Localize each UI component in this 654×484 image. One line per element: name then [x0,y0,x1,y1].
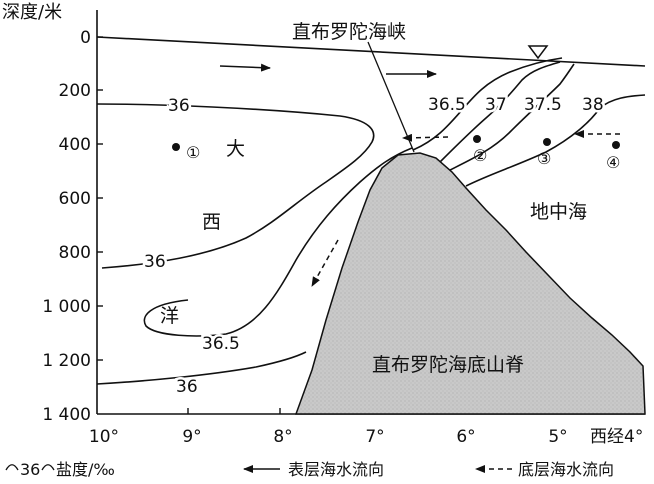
y-tick-600: 600 [59,189,91,209]
isohaline-label-37-5: 37.5 [524,95,562,115]
point-2-dot [473,135,481,143]
isohaline-38 [465,94,646,187]
isohaline-36-upper [96,103,375,269]
label-atlantic-2: 西 [202,211,221,233]
label-mediterranean: 地中海 [530,201,587,223]
x-tick-8: 8° [273,427,292,447]
legend-surface-text: 表层海水流向 [288,460,384,479]
bottom-flow-arrow-3 [311,239,339,287]
isohaline-36-5-right [412,57,563,151]
legend-isohaline-text: 盐度/‰ [56,460,115,479]
x-tick-6: 6° [456,427,475,447]
y-tick-1000: 1 000 [42,297,91,317]
point-1-dot [172,143,180,151]
water-level-marker-icon [527,45,549,60]
point-4-label: ④ [606,153,620,172]
strait-leader-line [367,41,415,153]
isohaline-37-5 [449,63,575,171]
isohaline-36-5-left [143,147,413,337]
isohaline-label-36-5-left: 36.5 [202,334,240,354]
submarine-ridge [294,152,646,415]
isohaline-36-lower [96,351,307,385]
y-tick-800: 800 [59,243,91,263]
label-atlantic-3: 洋 [160,305,179,327]
bottom-flow-arrow-1 [402,133,449,142]
legend: 36 盐度/‰ 表层海水流向 底层海水流向 [5,460,614,479]
point-1-label: ① [186,143,200,162]
isohaline-label-36-bottom: 36 [176,377,198,397]
point-4-dot [612,141,620,149]
sea-surface-line [96,36,646,67]
point-3-dot [543,138,551,146]
x-tick-7: 7° [365,427,384,447]
label-ridge: 直布罗陀海底山脊 [372,354,524,376]
y-tick-1400: 1 400 [42,405,91,425]
y-tick-400: 400 [59,135,91,155]
isohaline-37 [439,61,561,163]
x-tick-west-4: 西经4° [590,427,643,447]
legend-isohaline-swatch [5,464,19,471]
isohaline-label-36-mid: 36 [144,252,166,272]
isohaline-label-37: 37 [485,95,507,115]
x-tick-9: 9° [182,427,201,447]
legend-isohaline-value: 36 [20,460,40,479]
surface-flow-arrow-1 [219,63,271,72]
isohaline-label-36-5-right: 36.5 [428,95,466,115]
point-3-label: ③ [537,149,551,168]
isohaline-label-36-top: 36 [168,96,190,116]
legend-bottom-text: 底层海水流向 [518,460,614,479]
isohaline-label-38: 38 [582,95,604,115]
y-tick-1200: 1 200 [42,351,91,371]
point-2-label: ② [473,146,487,165]
x-tick-10: 10° [89,427,119,447]
label-atlantic-1: 大 [226,138,245,160]
y-tick-0: 0 [80,28,91,48]
strait-label: 直布罗陀海峡 [292,21,406,43]
y-tick-200: 200 [59,81,91,101]
y-ticks: 0 200 400 600 800 1 000 1 200 1 400 [42,28,103,425]
x-tick-5: 5° [548,427,567,447]
y-axis-title: 深度/米 [2,2,62,23]
